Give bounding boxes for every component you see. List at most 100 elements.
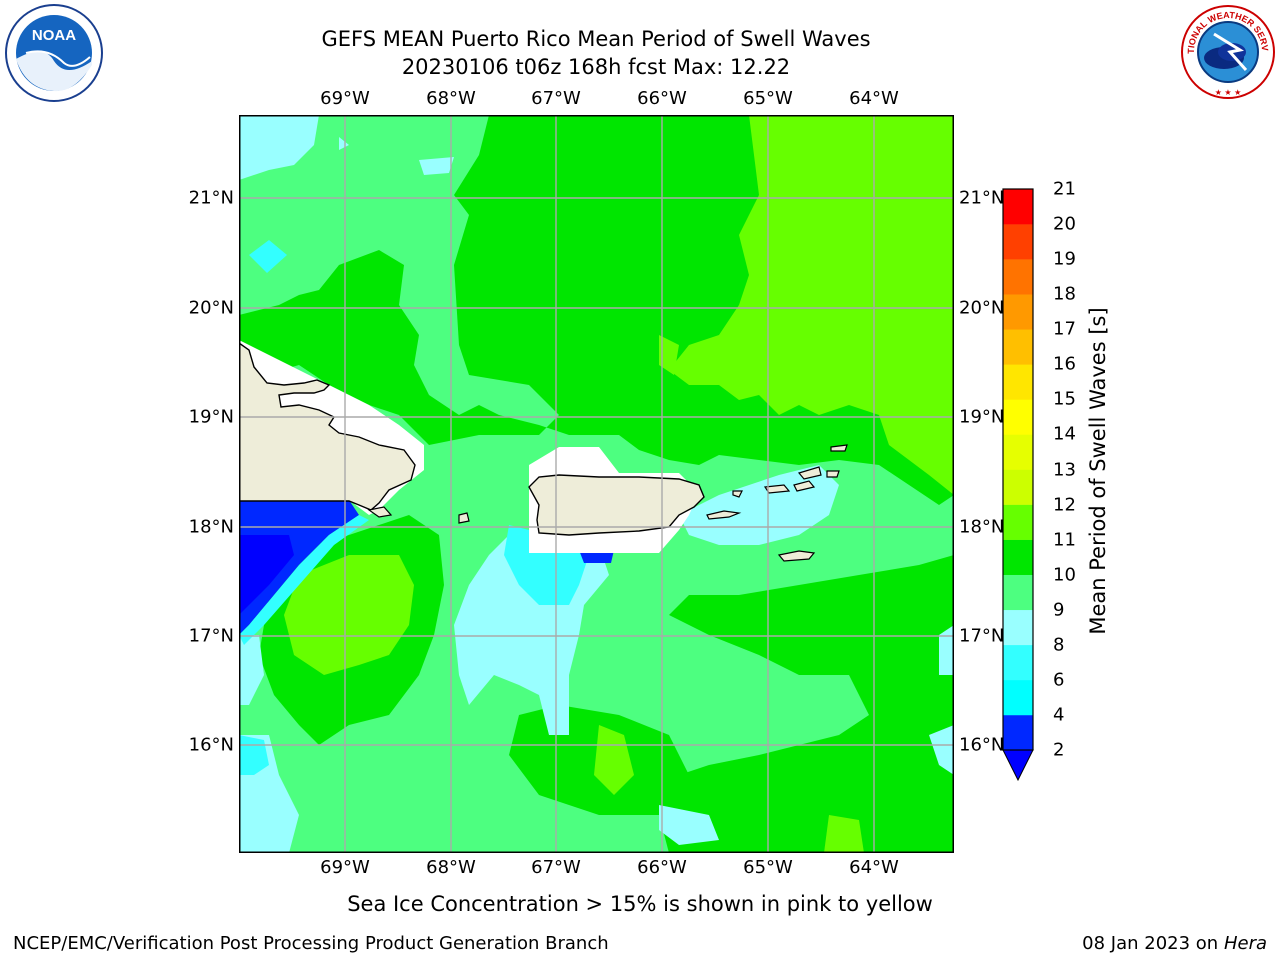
colorbar-bin <box>1003 294 1033 330</box>
colorbar-under-triangle <box>1002 749 1034 782</box>
contour-lightcyan-spot <box>419 157 454 175</box>
map-title: GEFS MEAN Puerto Rico Mean Period of Swe… <box>321 27 871 51</box>
colorbar-tick-label: 18 <box>1053 283 1076 305</box>
island-anegada <box>830 444 848 452</box>
colorbar-tick-label: 17 <box>1053 318 1076 340</box>
colorbar-bin <box>1003 574 1033 611</box>
colorbar-tick-label: 14 <box>1053 423 1076 445</box>
colorbar-bin <box>1003 539 1033 575</box>
colorbar-tick-label: 2 <box>1053 739 1065 761</box>
colorbar-tick-label: 20 <box>1053 213 1076 235</box>
land-hispaniola <box>239 342 416 511</box>
lon-label-bottom: 68°W <box>426 857 476 878</box>
lat-label-right: 18°N <box>959 516 1005 538</box>
lat-label-right: 21°N <box>959 187 1005 209</box>
colorbar-bin <box>1003 399 1033 435</box>
graticule <box>239 115 954 853</box>
lat-label-right: 17°N <box>959 625 1005 647</box>
colorbar-bin <box>1003 469 1033 505</box>
lat-label-right: 16°N <box>959 734 1005 756</box>
contour-blue-pr <box>579 550 614 563</box>
land-hispaniola-east <box>367 506 393 518</box>
sea-ice-note: Sea Ice Concentration > 15% is shown in … <box>347 892 933 916</box>
colorbar-tick-label: 11 <box>1053 529 1076 551</box>
colorbar-tick-label: 6 <box>1053 669 1065 691</box>
contour-lightcyan-east2 <box>929 725 954 775</box>
lon-label-bottom: 69°W <box>320 857 370 878</box>
island-mona <box>458 512 470 524</box>
contour-lightcyan-south <box>659 805 719 845</box>
colorbar-tick-label: 16 <box>1053 353 1076 375</box>
contour-deepblue-hispaniola <box>239 535 294 615</box>
footer-date: 08 Jan 2023 on Hera <box>1082 933 1267 954</box>
noaa-logo: NOAA <box>5 4 103 102</box>
lat-label-left: 17°N <box>188 625 234 647</box>
colorbar-tick-label: 4 <box>1053 704 1065 726</box>
island-culebra <box>732 490 743 498</box>
colorbar-tick-label: 12 <box>1053 494 1076 516</box>
lon-label-top: 68°W <box>426 88 476 109</box>
lon-label-top: 67°W <box>531 88 581 109</box>
lat-label-left: 19°N <box>188 406 234 428</box>
colorbar-bin <box>1003 434 1033 470</box>
colorbar-bin <box>1003 714 1033 751</box>
lon-label-top: 69°W <box>320 88 370 109</box>
lat-label-left: 16°N <box>188 734 234 756</box>
colorbar-tick-label: 21 <box>1053 178 1076 200</box>
contour-lightcyan-east <box>939 625 954 675</box>
contour-lime-spot <box>659 335 679 375</box>
contour-lightcyan-spot <box>339 137 349 150</box>
contour-cyan-edge <box>239 515 369 645</box>
contour-blue-hispaniola <box>239 500 359 635</box>
contour-lime-spot <box>824 815 864 853</box>
map-subtitle: 20230106 t06z 168h fcst Max: 12.22 <box>401 55 791 79</box>
contour-lightcyan-northwest <box>239 115 319 180</box>
lat-label-right: 19°N <box>959 406 1005 428</box>
lat-label-right: 20°N <box>959 297 1005 319</box>
lon-label-top: 65°W <box>743 88 793 109</box>
contour-lime-south <box>284 555 414 675</box>
footer-date-text: 08 Jan 2023 on <box>1082 933 1219 954</box>
contour-cyan-spot <box>249 240 287 273</box>
land-puerto-rico <box>528 474 705 536</box>
lon-label-bottom: 64°W <box>849 857 899 878</box>
lon-label-top: 66°W <box>637 88 687 109</box>
colorbar-bin <box>1003 679 1033 716</box>
colorbar-bin <box>1003 504 1033 540</box>
lat-label-left: 21°N <box>188 187 234 209</box>
colorbar-tick-label: 15 <box>1053 388 1076 410</box>
map-frame <box>239 115 954 853</box>
contour-lime-spot <box>594 725 634 795</box>
svg-text:★ ★ ★: ★ ★ ★ <box>1215 88 1242 97</box>
contour-lime-east <box>669 115 954 495</box>
contour-green-southeast <box>659 555 954 853</box>
colorbar-tick-label: 10 <box>1053 564 1076 586</box>
colorbar-frame <box>1002 188 1034 751</box>
nws-logo: NATIONAL WEATHER SERVICE ★ ★ ★ <box>1180 4 1275 99</box>
colorbar-label: Mean Period of Swell Waves [s] <box>1086 307 1110 635</box>
island-tortola <box>797 466 822 480</box>
island-st-john <box>793 480 816 492</box>
colorbar-bin <box>1003 609 1033 646</box>
lon-label-bottom: 65°W <box>743 857 793 878</box>
footer-credit: NCEP/EMC/Verification Post Processing Pr… <box>13 933 609 954</box>
island-vieques <box>706 510 742 520</box>
lat-label-left: 18°N <box>188 516 234 538</box>
island-st-croix <box>777 550 816 562</box>
lat-label-left: 20°N <box>188 297 234 319</box>
colorbar-tick-label: 8 <box>1053 634 1065 656</box>
lon-label-bottom: 67°W <box>531 857 581 878</box>
footer-host: Hera <box>1223 933 1267 954</box>
swell-period-map <box>239 115 954 853</box>
island-virgin-gorda <box>826 470 840 478</box>
colorbar-bin <box>1003 189 1033 225</box>
colorbar-bin <box>1003 644 1033 681</box>
noaa-logo-text: NOAA <box>32 27 76 44</box>
colorbar-bin <box>1003 259 1033 295</box>
colorbar <box>1002 188 1034 782</box>
colorbar-bin <box>1003 224 1033 260</box>
lon-label-top: 64°W <box>849 88 899 109</box>
contour-lightcyan-west <box>239 635 264 705</box>
colorbar-tick-label: 13 <box>1053 459 1076 480</box>
colorbar-tick-label: 19 <box>1053 248 1076 270</box>
